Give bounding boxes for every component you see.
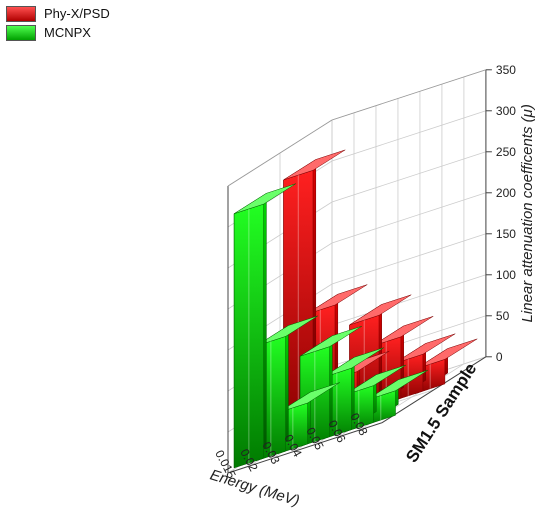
bar-top-face [299, 325, 362, 357]
frame-line [227, 119, 333, 187]
bar-top-face [393, 333, 456, 365]
bar-top-face [283, 149, 346, 181]
wall-grid-line [331, 192, 487, 244]
bars [233, 149, 478, 469]
bar-top-face [415, 338, 478, 370]
wall-grid-line [331, 233, 487, 285]
legend-swatch-mcnpx [6, 24, 36, 41]
legend-label-phyx: Phy-X/PSD [44, 6, 110, 21]
legend: Phy-X/PSD MCNPX [6, 4, 110, 42]
z-tick-label: 250 [496, 145, 516, 159]
frame-line [331, 69, 487, 121]
z-tick-label: 100 [496, 268, 516, 282]
z-tick-label: 200 [496, 186, 516, 200]
bar-top-face [321, 347, 384, 379]
z-tick-label: 50 [496, 309, 510, 323]
bar-top-face [305, 284, 368, 315]
axis-line [227, 422, 383, 474]
bar-mcnpx-0.015 [233, 183, 296, 469]
wall-grid-line [331, 274, 487, 326]
bar-top-face [349, 294, 412, 326]
legend-item-mcnpx: MCNPX [6, 23, 110, 42]
bar-top-face [255, 315, 318, 347]
legend-swatch-phyx [6, 5, 36, 22]
wall-grid-line [331, 151, 487, 203]
z-tick-label: 300 [496, 104, 516, 118]
bar-top-face [343, 364, 406, 396]
legend-item-phyx: Phy-X/PSD [6, 4, 110, 23]
legend-label-mcnpx: MCNPX [44, 25, 91, 40]
z-tick-label: 0 [496, 350, 503, 364]
bar-top-face [365, 369, 428, 401]
axis-line [381, 356, 487, 424]
bar-top-face [371, 316, 434, 347]
z-tick-label: 350 [496, 63, 516, 77]
z-axis-title: Linear attenuation coefficents (μ) [519, 104, 536, 322]
x-axis-title: Energy (MeV) [208, 466, 301, 509]
wall-grid-line [331, 110, 487, 162]
bar-top-face [233, 183, 296, 214]
z-tick-label: 150 [496, 227, 516, 241]
bar-top-face [277, 382, 340, 413]
